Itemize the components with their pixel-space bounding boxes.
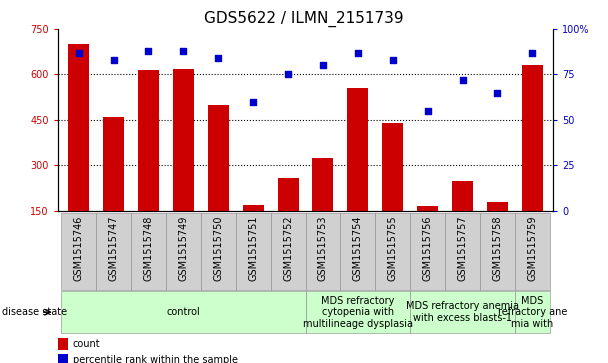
- FancyBboxPatch shape: [96, 213, 131, 290]
- Bar: [313, 158, 333, 211]
- Point: [528, 50, 537, 56]
- Text: GSM1515751: GSM1515751: [248, 215, 258, 281]
- FancyBboxPatch shape: [375, 213, 410, 290]
- Bar: [208, 105, 229, 211]
- Bar: [417, 206, 438, 211]
- FancyBboxPatch shape: [61, 291, 305, 333]
- FancyBboxPatch shape: [340, 213, 375, 290]
- Bar: [347, 88, 368, 211]
- FancyBboxPatch shape: [201, 213, 236, 290]
- FancyBboxPatch shape: [305, 213, 340, 290]
- Bar: [103, 117, 124, 211]
- Text: control: control: [167, 307, 200, 317]
- Bar: [487, 202, 508, 211]
- Point: [248, 99, 258, 105]
- FancyBboxPatch shape: [410, 213, 445, 290]
- Text: GDS5622 / ILMN_2151739: GDS5622 / ILMN_2151739: [204, 11, 404, 27]
- Bar: [278, 178, 299, 211]
- Text: GSM1515758: GSM1515758: [492, 215, 502, 281]
- Text: GSM1515748: GSM1515748: [143, 215, 153, 281]
- Text: GSM1515749: GSM1515749: [178, 215, 188, 281]
- Text: disease state: disease state: [2, 307, 67, 317]
- Point: [388, 57, 398, 63]
- Text: GSM1515756: GSM1515756: [423, 215, 433, 281]
- Point: [423, 108, 432, 114]
- FancyBboxPatch shape: [236, 213, 271, 290]
- FancyBboxPatch shape: [445, 213, 480, 290]
- Point: [318, 62, 328, 68]
- Text: GSM1515750: GSM1515750: [213, 215, 223, 281]
- FancyBboxPatch shape: [305, 291, 410, 333]
- Text: GSM1515747: GSM1515747: [109, 215, 119, 281]
- Bar: [138, 70, 159, 211]
- Text: MDS refractory anemia
with excess blasts-1: MDS refractory anemia with excess blasts…: [406, 301, 519, 323]
- FancyBboxPatch shape: [166, 213, 201, 290]
- Text: GSM1515753: GSM1515753: [318, 215, 328, 281]
- Text: GSM1515755: GSM1515755: [388, 215, 398, 281]
- Bar: [68, 44, 89, 211]
- Text: MDS refractory
cytopenia with
multilineage dysplasia: MDS refractory cytopenia with multilinea…: [303, 295, 413, 329]
- Point: [213, 55, 223, 61]
- Text: GSM1515752: GSM1515752: [283, 215, 293, 281]
- FancyBboxPatch shape: [131, 213, 166, 290]
- Bar: [243, 205, 264, 211]
- Bar: [452, 181, 473, 211]
- Text: GSM1515746: GSM1515746: [74, 215, 84, 281]
- Text: count: count: [72, 339, 100, 349]
- Text: GSM1515759: GSM1515759: [527, 215, 537, 281]
- Point: [492, 90, 502, 95]
- Bar: [173, 69, 194, 211]
- Point: [143, 48, 153, 54]
- Bar: [522, 65, 543, 211]
- Point: [458, 77, 468, 83]
- FancyBboxPatch shape: [271, 213, 305, 290]
- Point: [74, 50, 83, 56]
- Bar: [58, 354, 67, 363]
- FancyBboxPatch shape: [410, 291, 515, 333]
- Point: [179, 48, 188, 54]
- FancyBboxPatch shape: [61, 213, 96, 290]
- Bar: [58, 338, 67, 350]
- Point: [109, 57, 119, 63]
- Point: [283, 72, 293, 77]
- Text: percentile rank within the sample: percentile rank within the sample: [72, 355, 238, 363]
- Bar: [382, 123, 403, 211]
- FancyBboxPatch shape: [515, 291, 550, 333]
- FancyBboxPatch shape: [515, 213, 550, 290]
- Text: GSM1515757: GSM1515757: [458, 215, 468, 281]
- Point: [353, 50, 363, 56]
- Text: MDS
refractory ane
mia with: MDS refractory ane mia with: [498, 295, 567, 329]
- Text: GSM1515754: GSM1515754: [353, 215, 363, 281]
- FancyBboxPatch shape: [480, 213, 515, 290]
